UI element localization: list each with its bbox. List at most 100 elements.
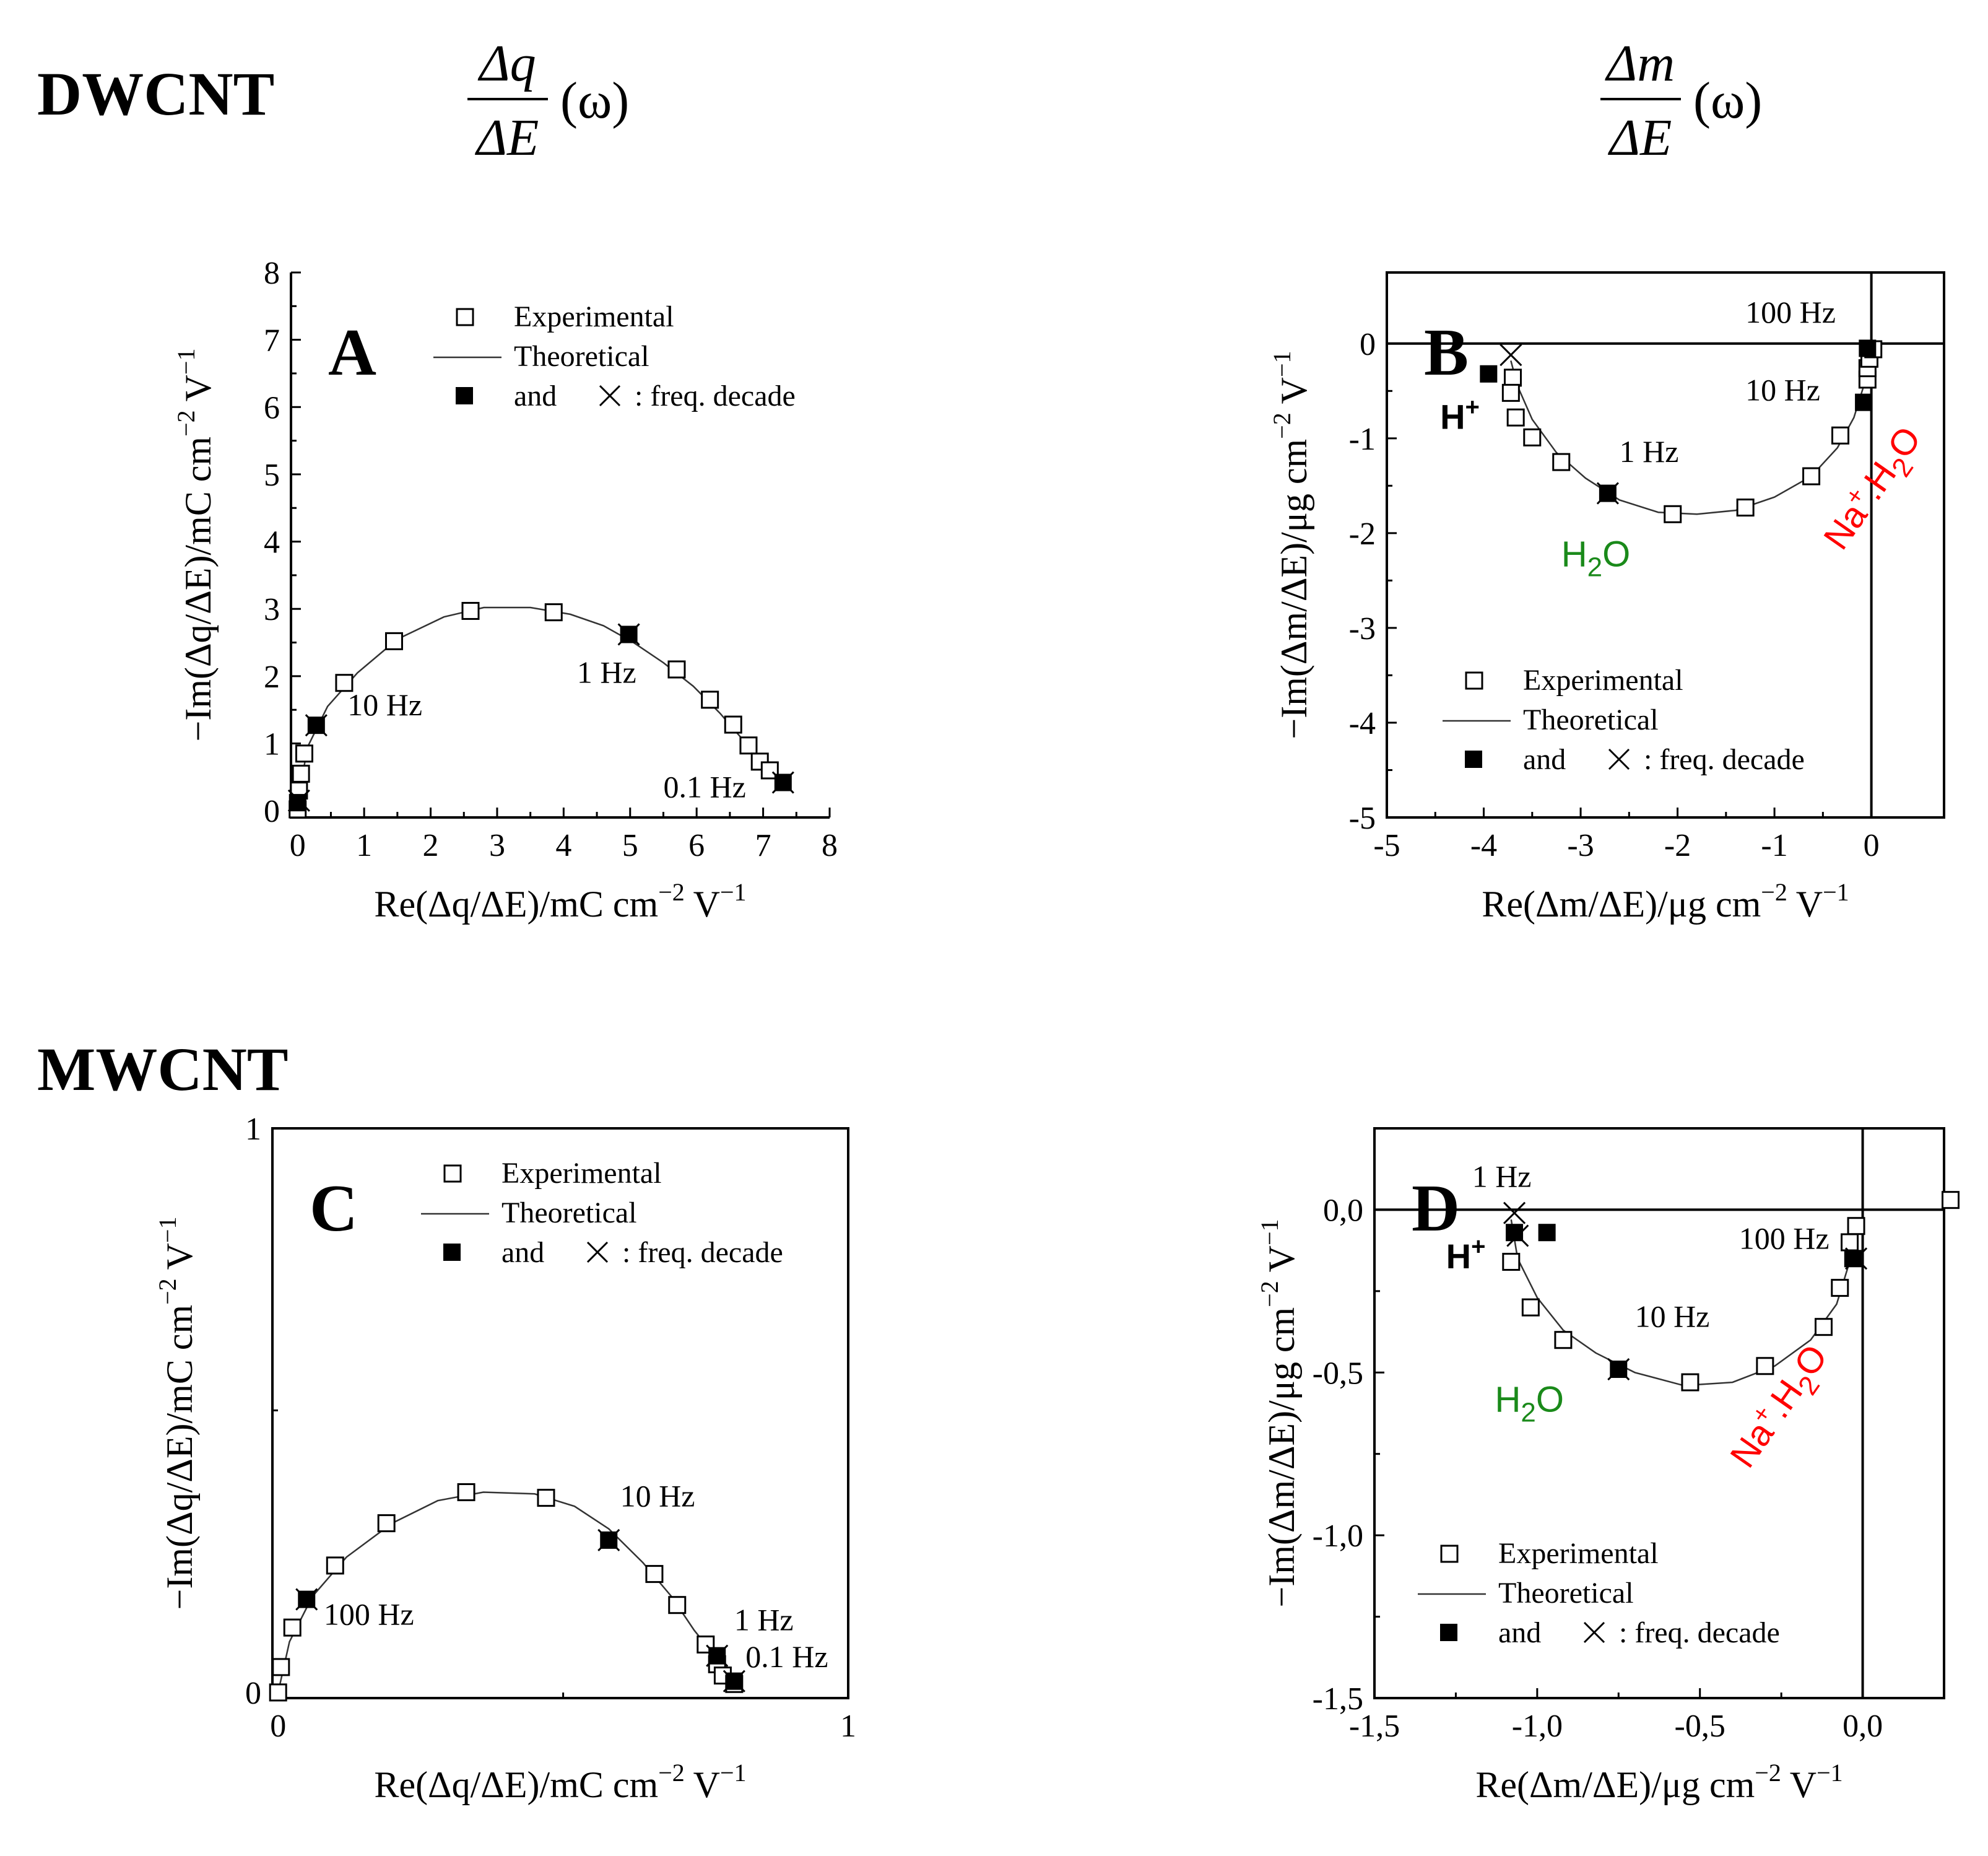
legend: Experimental Theoretical and: freq. decade: [1443, 664, 1805, 776]
experimental-point: [739, 736, 758, 755]
experimental-point: [272, 1658, 290, 1676]
frequency-annotation: 1 Hz: [1472, 1159, 1532, 1194]
decade-cross: [287, 789, 310, 812]
y-tick-label: 7: [264, 323, 280, 359]
ion-label-h-plus: H+: [1446, 1233, 1486, 1276]
legend-decade-suffix: : freq. decade: [622, 1236, 783, 1269]
experimental-point: [1831, 1279, 1849, 1297]
x-tick-label: 6: [688, 828, 705, 863]
y-tick-label: -5: [1349, 801, 1376, 836]
experimental-point: [1552, 453, 1571, 471]
legend-decade-suffix: : freq. decade: [635, 380, 796, 412]
experimental-point: [1681, 1373, 1699, 1392]
x-tick-label: 0,0: [1843, 1709, 1883, 1744]
plot-frame: [1386, 271, 1945, 819]
panel-d: -1,5 -1,0 -0,5 0,0-1,5-1,0-0,50,0Re(Δm/ΔE)/…: [1256, 1127, 1960, 1805]
experimental-point: [724, 715, 742, 734]
x-tick-label: 8: [822, 828, 838, 863]
y-axis-title: −Im(Δm/ΔE)/μg cm−2 V−1: [1256, 1219, 1302, 1607]
experimental-point: [326, 1556, 344, 1575]
left-column-title: Δq ΔE (ω): [467, 35, 629, 167]
right-column-title: Δm ΔE (ω): [1600, 35, 1762, 167]
experimental-point: [1521, 1298, 1540, 1317]
frequency-annotation: 1 Hz: [734, 1603, 794, 1637]
legend-experimental-label: Experimental: [1498, 1537, 1659, 1570]
legend-experimental-marker: [1440, 1544, 1459, 1563]
experimental-point: [295, 744, 313, 763]
experimental-point: [537, 1489, 555, 1507]
y-tick-label: 0,0: [1323, 1193, 1363, 1228]
y-tick-label: 1: [245, 1112, 261, 1147]
legend-decade-marker: [1440, 1624, 1457, 1641]
row-label-mwcnt: MWCNT: [37, 1035, 289, 1104]
legend-decade-marker: [443, 1244, 461, 1261]
ion-label-sodium-water: Na+.H2O: [1720, 1336, 1842, 1479]
legend-experimental-marker: [443, 1164, 462, 1183]
legend-decade-suffix: : freq. decade: [1644, 743, 1805, 776]
x-tick-label: 0: [270, 1709, 286, 1744]
plot-frame: [1373, 1127, 1945, 1699]
decade-cross: [295, 1588, 318, 1611]
legend-cross-marker: [586, 1241, 609, 1263]
frequency-annotation: 0.1 Hz: [745, 1639, 828, 1674]
y-tick-label: 6: [264, 390, 280, 425]
y-axis-title: −Im(Δq/ΔE)/mC cm−2 V−1: [172, 349, 219, 742]
experimental-point: [335, 674, 354, 692]
legend-cross-marker: [1583, 1621, 1605, 1644]
decade-cross: [771, 771, 794, 794]
experimental-point: [544, 603, 563, 622]
x-axis-title: Re(Δq/ΔE)/mC cm−2 V−1: [374, 1759, 746, 1805]
theoretical-curve: [277, 1491, 735, 1693]
x-tick-label: 2: [423, 828, 439, 863]
ion-label-h-plus: H+: [1440, 394, 1480, 437]
experimental-point: [457, 1483, 475, 1502]
left-title-omega: (ω): [560, 72, 629, 129]
y-tick-label: -1: [1349, 422, 1376, 457]
decade-cross: [617, 623, 640, 646]
experimental-point: [1502, 1253, 1521, 1271]
legend-decade-and: and: [1498, 1616, 1541, 1649]
frequency-annotation: 10 Hz: [1635, 1299, 1710, 1334]
x-tick-label: -1,0: [1512, 1709, 1563, 1744]
y-tick-label: 8: [264, 256, 280, 291]
x-axis-title: Re(Δm/ΔE)/μg cm−2 V−1: [1475, 1759, 1843, 1805]
right-title-omega: (ω): [1693, 72, 1762, 129]
experimental-point: [1501, 383, 1520, 402]
decade-cross: [597, 1528, 620, 1552]
legend-decade-marker: [456, 387, 473, 404]
legend-decade-marker: [1465, 751, 1482, 768]
experimental-point: [668, 1596, 687, 1614]
experimental-point: [377, 1514, 396, 1533]
experimental-point: [1523, 428, 1542, 447]
x-axis-title: Re(Δm/ΔE)/μg cm−2 V−1: [1482, 878, 1849, 925]
experimental-point: [292, 764, 310, 783]
x-tick-label: 1: [356, 828, 372, 863]
decade-point: [1855, 393, 1873, 411]
legend-experimental-label: Experimental: [1523, 664, 1683, 697]
experimental-point: [645, 1565, 664, 1584]
y-tick-label: -1,0: [1313, 1518, 1363, 1554]
y-tick-label: 3: [264, 592, 280, 627]
right-title-numerator: Δm: [1605, 35, 1675, 92]
panel-a: 0 1 2 3 4 5 6 7 8 0 1 2 3 4 5 6 7 8 Re(Δq/ΔE)/mC cm−2 V−1 −…: [172, 256, 838, 925]
decade-point: [1844, 1250, 1862, 1268]
x-tick-label: 7: [755, 828, 771, 863]
legend-decade-suffix: : freq. decade: [1619, 1616, 1780, 1649]
frequency-annotation: 0.1 Hz: [663, 769, 745, 804]
legend-theoretical-label: Theoretical: [514, 340, 649, 373]
legend: Experimental Theoretical and: freq. decade: [421, 1157, 783, 1269]
frequency-annotation: 10 Hz: [347, 687, 422, 722]
experimental-point: [1942, 1191, 1960, 1209]
legend-theoretical-label: Theoretical: [501, 1196, 637, 1229]
experimental-point: [1847, 1217, 1865, 1235]
x-tick-label: 4: [555, 828, 571, 863]
x-tick-label: -1: [1761, 828, 1787, 863]
x-tick-label: -0,5: [1675, 1709, 1725, 1744]
legend: Experimental Theoretical and: freq. decade: [433, 300, 796, 412]
decade-point: [1480, 365, 1498, 383]
decade-cross: [1503, 1201, 1526, 1224]
y-axis-title: −Im(Δm/ΔE)/μg cm−2 V−1: [1268, 351, 1314, 739]
legend-theoretical-label: Theoretical: [1498, 1577, 1634, 1610]
experimental-point: [667, 660, 686, 679]
experimental-point: [1554, 1331, 1573, 1349]
